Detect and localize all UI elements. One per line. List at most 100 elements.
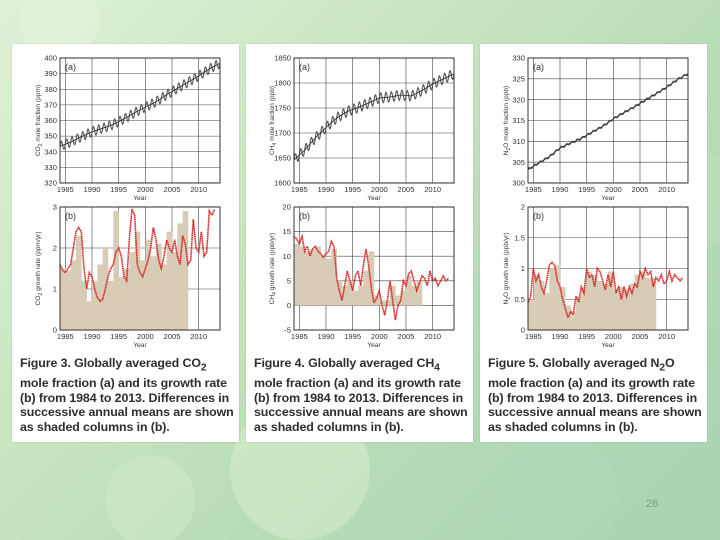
subplot-index-label: (a) — [533, 62, 544, 72]
y-tick-label: 350 — [44, 132, 57, 141]
x-tick-label: 1985 — [57, 185, 74, 194]
annual-mean-column — [411, 285, 417, 306]
y-tick-label: 330 — [512, 54, 525, 63]
y-tick-label: 320 — [512, 95, 525, 104]
annual-mean-column — [358, 285, 364, 306]
chart-co2-b: 0 1 2 3 1985 1990 1995 2000 2005 2010 (b) Year CO2 g… — [35, 203, 221, 349]
annual-mean-column — [166, 231, 173, 330]
y-tick-label: 0 — [287, 301, 291, 310]
y-tick-label: 3 — [53, 203, 57, 212]
x-tick-label: 2010 — [658, 332, 675, 341]
annual-mean-column — [304, 251, 311, 306]
annual-mean-column — [129, 252, 135, 330]
chart-co2-a: 320 330 340 350 360 370 380 390 400 1985 1990 1995 2… — [35, 54, 221, 202]
x-tick-label: 1990 — [552, 185, 569, 194]
y-axis-label: CH4 growth rate (ppb/yr) — [269, 233, 278, 305]
y-tick-label: 5 — [287, 276, 291, 285]
y-tick-label: 305 — [512, 158, 525, 167]
x-axis-label: Year — [367, 195, 381, 202]
annual-mean-column — [156, 243, 162, 330]
y-tick-label: 1800 — [274, 79, 291, 88]
annual-mean-column — [81, 280, 87, 330]
y-tick-label: 0 — [53, 326, 57, 335]
x-tick-label: 2005 — [632, 185, 649, 194]
annual-mean-column — [650, 277, 657, 330]
growth-rate-line — [293, 233, 450, 321]
annual-mean-column — [570, 311, 577, 330]
page-number: 26 — [646, 498, 659, 510]
x-tick-label: 2000 — [371, 185, 388, 194]
y-tick-label: 20 — [283, 203, 291, 212]
x-tick-label: 2000 — [605, 185, 622, 194]
x-tick-label: 1985 — [525, 185, 542, 194]
x-tick-label: 1995 — [344, 332, 361, 341]
growth-rate-line — [59, 208, 216, 303]
y-tick-label: 0 — [521, 326, 525, 335]
annual-mean-column — [294, 243, 300, 306]
x-tick-label: 1990 — [318, 332, 335, 341]
x-tick-label: 2000 — [137, 332, 154, 341]
annual-mean-column — [97, 264, 103, 330]
annual-mean-column — [65, 270, 71, 330]
x-tick-label: 2010 — [424, 185, 441, 194]
annual-mean-column — [634, 274, 641, 330]
x-tick-label: 2000 — [605, 332, 622, 341]
annual-mean-column — [315, 246, 321, 306]
figure-3-caption: Figure 3. Globally averaged CO2 mole fra… — [20, 356, 234, 434]
x-tick-label: 1995 — [578, 185, 595, 194]
annual-mean-column — [108, 280, 114, 330]
annual-mean-column — [586, 271, 593, 330]
x-tick-label: 1985 — [525, 332, 542, 341]
annual-mean-column — [124, 268, 130, 330]
annual-mean-column — [592, 274, 598, 330]
chart-n2o-b: 0 0.5 1 1.5 2 1985 1990 1995 2000 2005 2010 (b) Year… — [503, 203, 689, 349]
deseasonalized-trend-line — [293, 73, 454, 161]
y-tick-label: -5 — [284, 326, 291, 335]
y-tick-label: 15 — [283, 227, 291, 236]
annual-mean-column — [172, 252, 178, 330]
subplot-index-label: (a) — [299, 62, 310, 72]
annual-mean-column — [177, 223, 183, 330]
annual-mean-column — [576, 296, 582, 330]
subplot-index-label: (b) — [533, 211, 544, 221]
ch4-figure: 1600 1650 1700 1750 1800 1850 1985 1990 1995 2000… — [269, 54, 455, 349]
figure-4-caption: Figure 4. Globally averaged CH4 mole fra… — [254, 356, 468, 434]
y-tick-label: 400 — [44, 54, 57, 63]
y-tick-label: 2 — [521, 203, 525, 212]
figure-4-panel: 1600 1650 1700 1750 1800 1850 1985 1990 1995 2000… — [246, 44, 473, 442]
chart-n2o-a: 300 305 310 315 320 325 330 1985 1990 1995 2000 200… — [503, 54, 689, 202]
y-tick-label: 1.5 — [514, 233, 525, 242]
annual-mean-column — [347, 280, 353, 306]
annual-mean-column — [395, 295, 401, 306]
annual-mean-column — [310, 248, 316, 306]
annual-mean-column — [113, 211, 119, 330]
x-tick-label: 2005 — [398, 332, 415, 341]
y-tick-label: 340 — [44, 147, 57, 156]
x-axis-label: Year — [601, 195, 615, 202]
y-tick-label: 1600 — [274, 179, 291, 188]
annual-mean-column — [602, 283, 609, 330]
x-tick-label: 1990 — [84, 332, 101, 341]
x-tick-label: 2000 — [371, 332, 388, 341]
plot-frame — [293, 206, 455, 331]
annual-mean-column — [352, 290, 359, 306]
annual-mean-column — [560, 286, 566, 330]
y-tick-label: 10 — [283, 252, 291, 261]
annual-mean-column — [70, 260, 77, 330]
x-tick-label: 1990 — [318, 185, 335, 194]
x-tick-label: 2005 — [164, 332, 181, 341]
x-tick-label: 2005 — [164, 185, 181, 194]
annual-mean-column — [624, 290, 630, 330]
y-tick-label: 1750 — [274, 104, 291, 113]
figure-3-panel: 320 330 340 350 360 370 380 390 400 1985 1990 1995 2… — [12, 44, 239, 442]
monthly-mole-fraction-line — [527, 73, 689, 170]
y-tick-label: 360 — [44, 116, 57, 125]
annual-mean-column — [182, 211, 189, 330]
subplot-index-label: (a) — [65, 62, 76, 72]
plot-frame — [59, 57, 221, 184]
annual-mean-column — [544, 293, 550, 330]
annual-mean-column — [565, 305, 571, 330]
deseasonalized-trend-line — [59, 63, 220, 147]
